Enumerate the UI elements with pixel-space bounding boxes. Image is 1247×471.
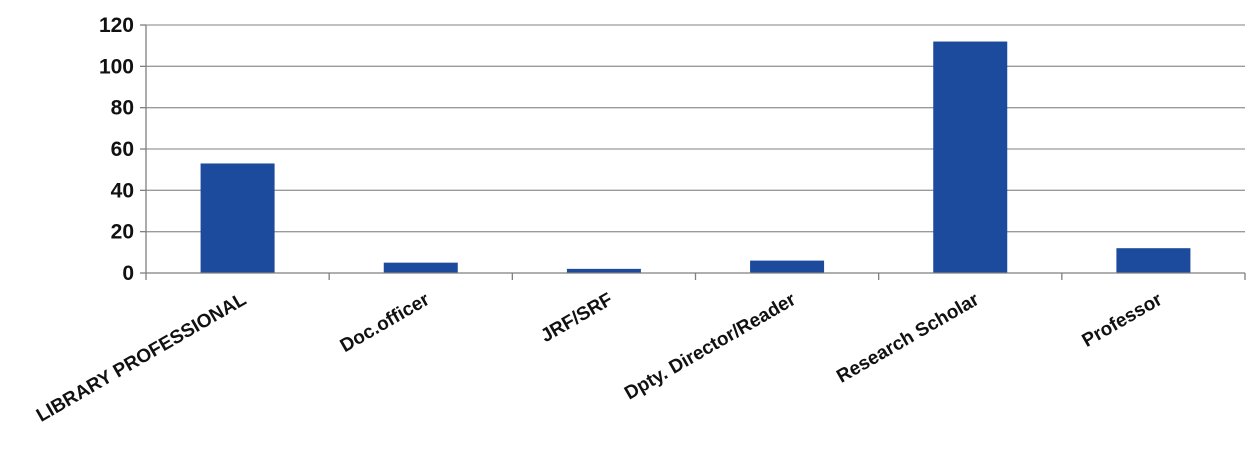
y-tick-label: 120 [99, 14, 134, 37]
axes [140, 24, 1246, 280]
gridlines [146, 24, 1245, 233]
y-axis-tick-labels: 0 20 40 60 80 100 120 [99, 14, 134, 285]
bar [750, 260, 825, 273]
y-tick-label: 60 [111, 138, 134, 161]
bar [933, 41, 1008, 274]
y-tick-label: 0 [122, 262, 134, 285]
bar [566, 268, 641, 273]
bars [200, 41, 1191, 274]
y-tick-label: 40 [111, 179, 134, 202]
x-category-label: LIBRARY PROFESSIONAL [33, 289, 250, 427]
x-category-label: Doc.officer [337, 289, 434, 357]
bar [1116, 248, 1191, 273]
y-tick-label: 100 [99, 55, 134, 78]
x-category-label: JRF/SRF [537, 289, 616, 347]
x-category-label: Professor [1079, 289, 1167, 352]
bar [200, 163, 275, 273]
bar [383, 262, 458, 273]
x-category-label: Dpty. Director/Reader [621, 289, 800, 404]
x-axis-category-labels: LIBRARY PROFESSIONAL Doc.officer JRF/SRF Dp… [33, 289, 1166, 427]
x-category-label: Research Scholar [833, 289, 983, 388]
y-tick-label: 80 [111, 97, 134, 120]
y-tick-label: 20 [111, 221, 134, 244]
